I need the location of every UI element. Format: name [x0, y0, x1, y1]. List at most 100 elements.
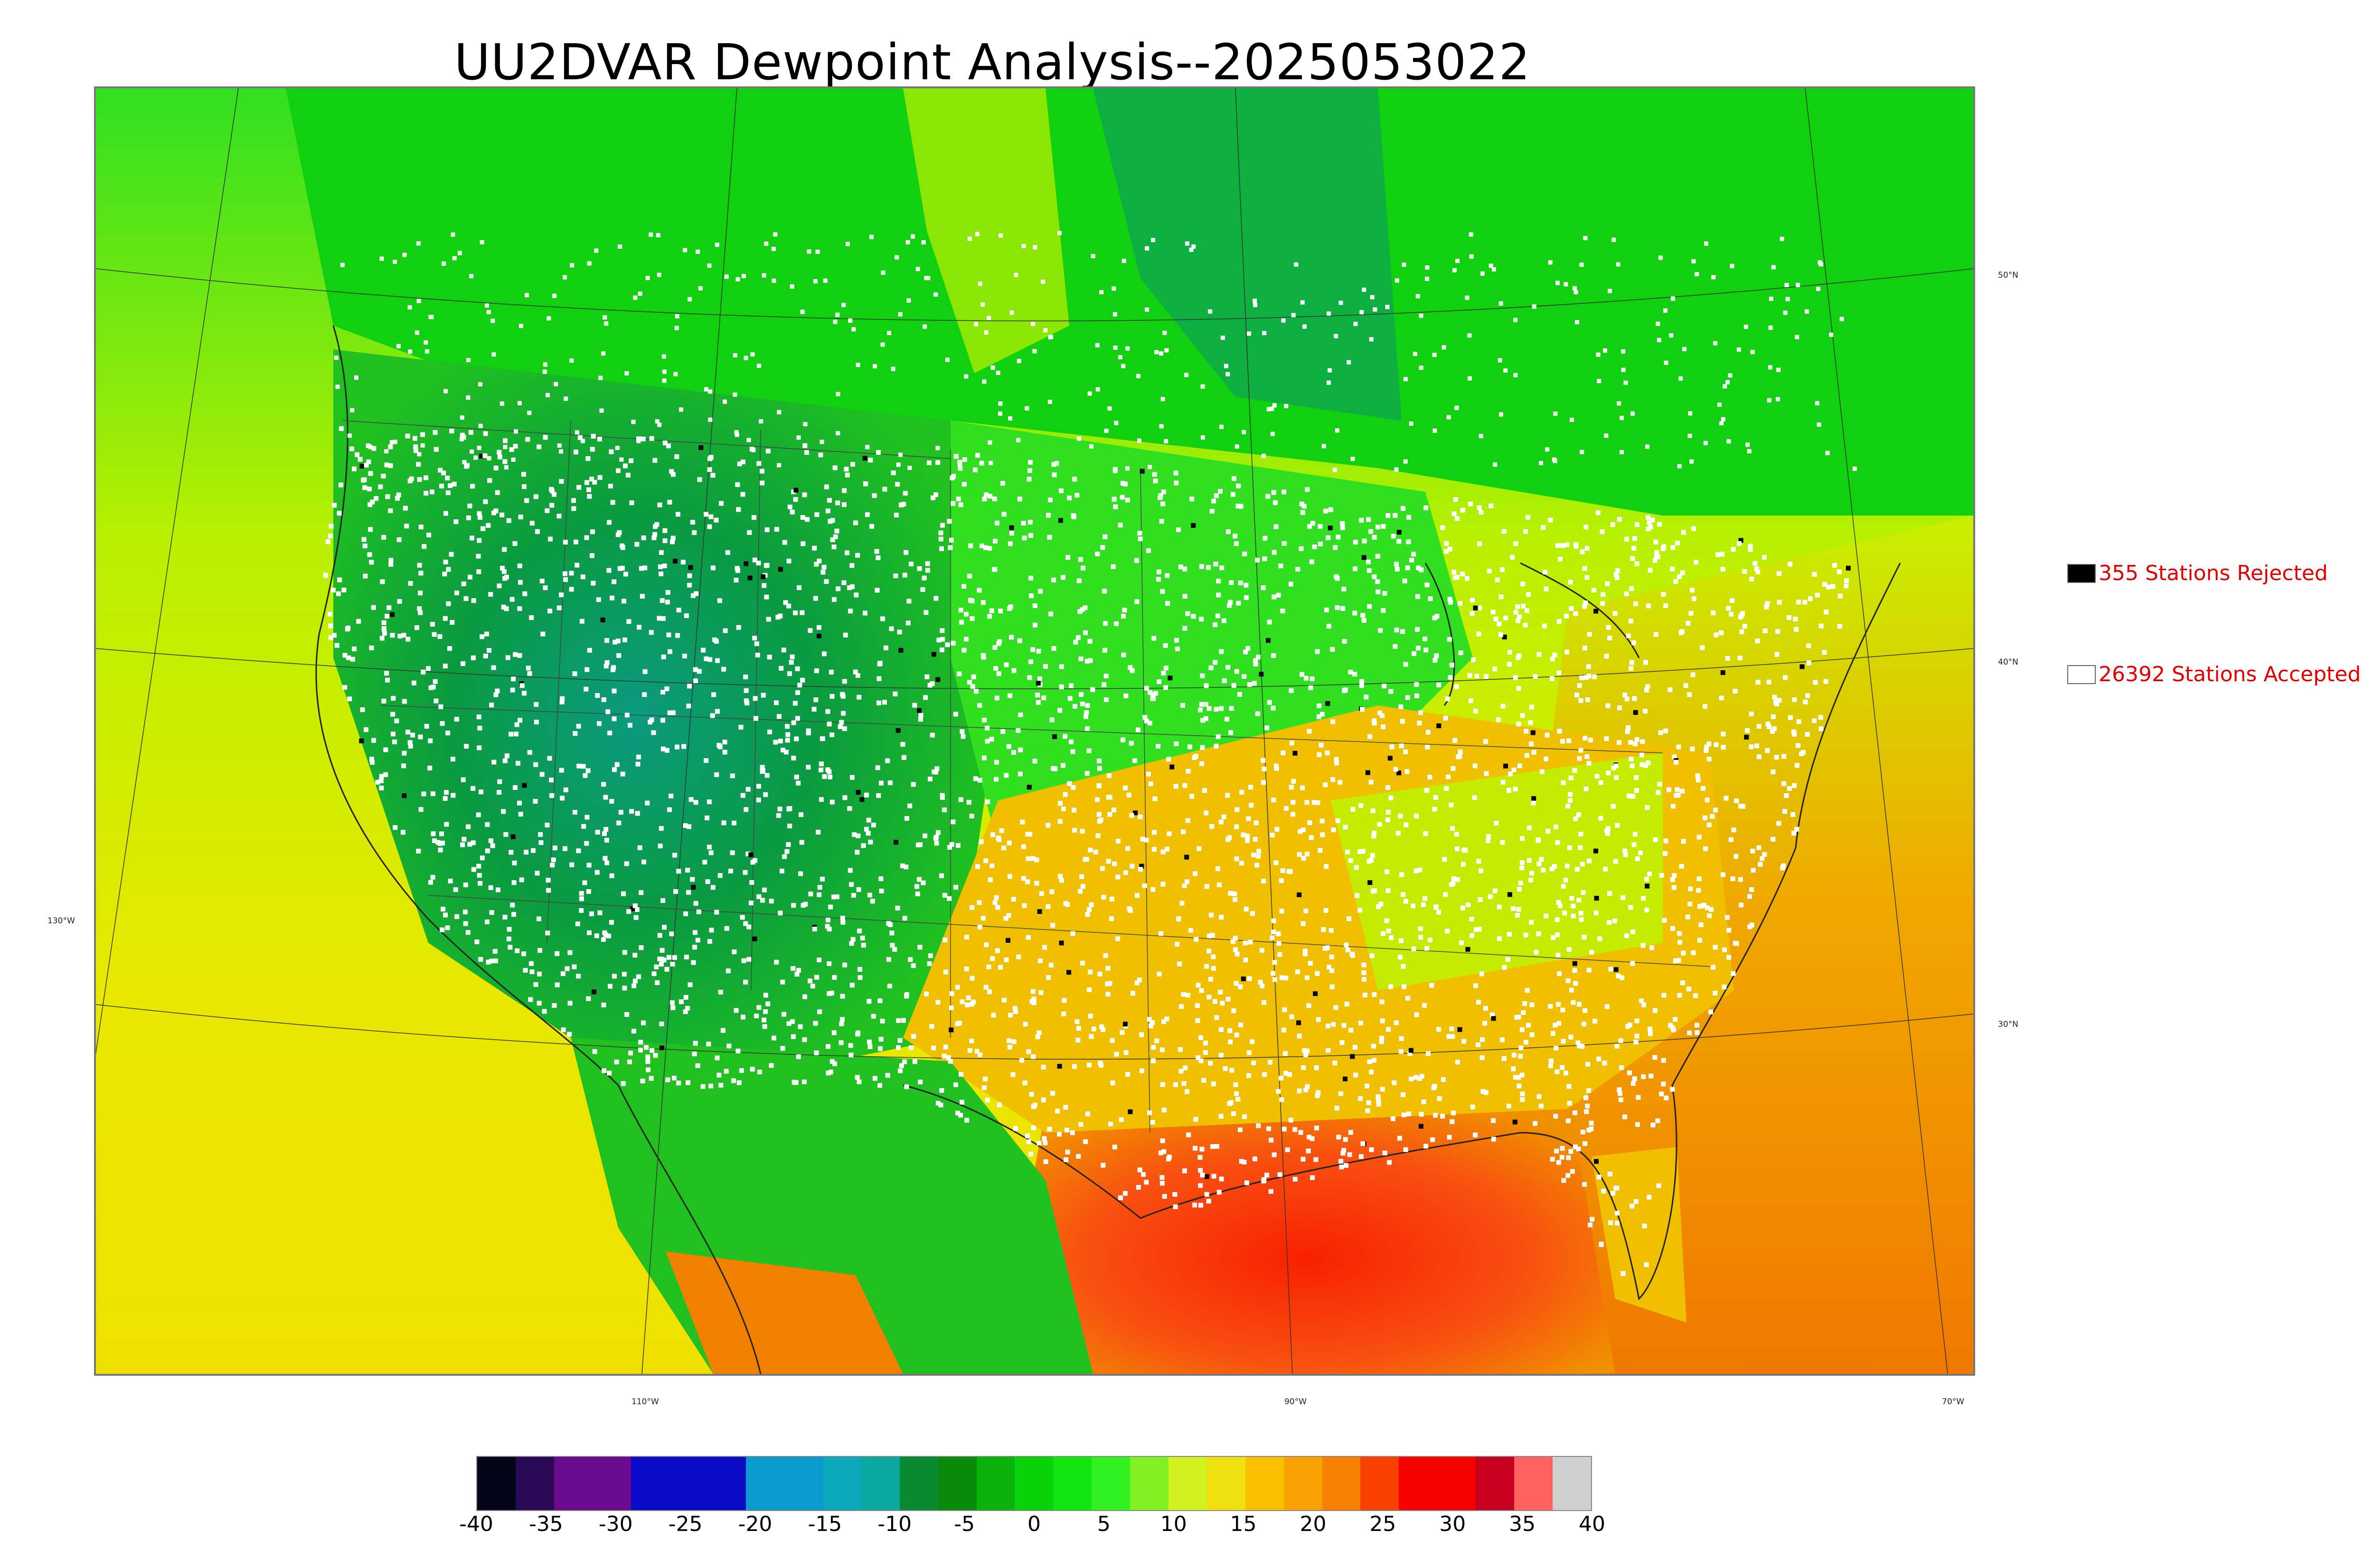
station-dot [1507, 662, 1512, 667]
station-dot [1661, 592, 1666, 597]
station-dot [1271, 653, 1276, 658]
station-dot [1083, 714, 1088, 719]
station-dot [584, 480, 589, 485]
station-dot [1469, 917, 1474, 922]
station-dot [989, 460, 993, 465]
station-dot [499, 512, 505, 517]
station-dot [935, 677, 941, 682]
station-dot [736, 625, 741, 630]
station-dot [1644, 907, 1649, 912]
station-dot [1245, 646, 1251, 651]
station-dot [1243, 940, 1248, 946]
station-dot [1737, 656, 1743, 661]
station-dot [832, 1061, 838, 1066]
station-dot [1529, 741, 1534, 746]
station-dot [1261, 758, 1266, 763]
station-dot [571, 498, 576, 503]
station-dot [1733, 854, 1739, 859]
station-dot [1671, 885, 1677, 890]
station-dot [1160, 882, 1166, 887]
station-dot [676, 869, 681, 874]
station-dot [378, 778, 384, 783]
station-dot [595, 830, 600, 835]
station-dot [1611, 237, 1616, 242]
station-dot [1607, 920, 1612, 925]
station-dot [1304, 800, 1309, 805]
station-dot [1167, 831, 1172, 836]
station-dot [1606, 625, 1611, 630]
station-dot [1489, 1012, 1495, 1017]
station-dot [612, 688, 617, 694]
station-dot [836, 392, 840, 396]
station-dot [1160, 1138, 1165, 1143]
station-dot [1260, 983, 1265, 988]
station-dot [1130, 668, 1135, 673]
station-dot [608, 483, 613, 488]
station-dot [1033, 1102, 1038, 1108]
station-dot [497, 779, 502, 784]
station-dot [572, 671, 577, 676]
station-dot [1105, 966, 1111, 971]
station-dot [465, 463, 470, 468]
station-dot [1629, 757, 1634, 762]
station-dot [655, 419, 659, 424]
colorbar-tick-label: -25 [668, 1512, 703, 1536]
station-dot [1368, 529, 1374, 534]
station-dot [1244, 1180, 1249, 1185]
station-dot [898, 1068, 903, 1073]
station-dot [1266, 1126, 1272, 1131]
station-dot [773, 232, 778, 237]
station-dot [804, 450, 810, 455]
station-dot [1573, 611, 1578, 616]
station-dot [1213, 562, 1218, 567]
station-dot [639, 945, 644, 950]
station-dot [1394, 278, 1399, 283]
station-dot [1116, 838, 1121, 844]
station-dot [1327, 380, 1331, 385]
station-dot [793, 1080, 798, 1085]
station-dot [1053, 766, 1058, 771]
station-dot [1691, 526, 1696, 531]
lat-40 [96, 648, 1973, 689]
station-dot [356, 619, 361, 624]
station-dot [1297, 852, 1302, 857]
station-dot [1059, 878, 1064, 883]
station-dot [1065, 555, 1071, 560]
station-dot [850, 584, 855, 589]
station-dot [573, 731, 578, 736]
station-dot [769, 1063, 774, 1068]
station-dot [1271, 705, 1276, 711]
station-dot [995, 948, 1000, 953]
station-dot [1006, 744, 1011, 749]
station-dot [1406, 515, 1412, 520]
station-dot [875, 765, 880, 770]
station-dot [1628, 619, 1633, 624]
station-dot [701, 648, 706, 653]
station-dot [1565, 1118, 1571, 1123]
station-dot [1432, 353, 1437, 357]
station-dot [601, 697, 606, 702]
station-dot [1228, 600, 1233, 605]
station-dot [1748, 544, 1753, 549]
station-dot [849, 941, 854, 946]
station-dot [1233, 936, 1238, 941]
station-dot [418, 807, 424, 812]
station-dot [1419, 1112, 1424, 1117]
station-dot [930, 681, 935, 686]
station-dot [1298, 829, 1303, 834]
station-dot [540, 631, 546, 637]
station-dot [426, 666, 431, 671]
station-dot [440, 927, 445, 932]
station-dot [1088, 847, 1093, 853]
station-dot [721, 1028, 726, 1033]
station-dot [840, 920, 846, 925]
station-dot [1706, 741, 1712, 746]
station-dot [1649, 1073, 1654, 1079]
station-dot [810, 984, 815, 989]
station-dot [670, 539, 675, 545]
station-dot [388, 508, 393, 513]
station-dot [707, 845, 712, 850]
station-dot [1399, 938, 1404, 943]
lon-130 [96, 88, 239, 1055]
station-dot [1659, 873, 1664, 878]
